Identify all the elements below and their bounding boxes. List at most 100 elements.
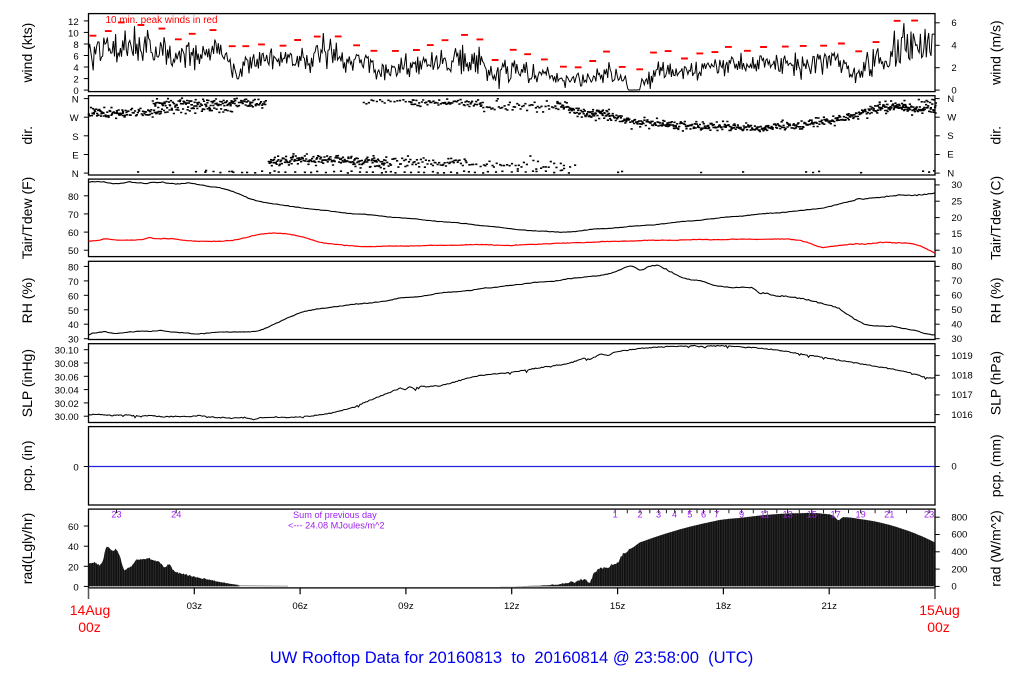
svg-text:30.08: 30.08	[55, 359, 79, 370]
svg-text:4: 4	[73, 63, 79, 74]
svg-text:0: 0	[951, 85, 956, 96]
svg-text:00z: 00z	[927, 619, 950, 635]
svg-text:1018: 1018	[951, 371, 972, 382]
svg-text:wind (kts): wind (kts)	[19, 23, 35, 84]
svg-text:30: 30	[68, 335, 79, 346]
svg-text:pcp. (mm): pcp. (mm)	[988, 434, 1004, 497]
svg-text:70: 70	[951, 276, 962, 287]
svg-text:13: 13	[782, 510, 792, 520]
svg-text:23: 23	[924, 510, 934, 520]
svg-text:03z: 03z	[187, 601, 203, 612]
svg-text:SLP (hPa): SLP (hPa)	[988, 351, 1004, 415]
svg-text:W: W	[947, 112, 957, 123]
svg-text:23: 23	[111, 510, 121, 520]
svg-text:30: 30	[951, 180, 962, 191]
svg-text:UW Rooftop Data for 20160813: UW Rooftop Data for 20160813 to 20160814…	[270, 648, 754, 667]
svg-text:40: 40	[68, 542, 79, 553]
svg-text:2: 2	[637, 510, 642, 520]
svg-text:5: 5	[687, 510, 692, 520]
svg-text:1016: 1016	[951, 410, 972, 421]
svg-text:50: 50	[68, 306, 79, 317]
svg-text:00z: 00z	[78, 619, 101, 635]
svg-text:60: 60	[951, 291, 962, 302]
svg-text:8: 8	[73, 40, 78, 51]
svg-text:N: N	[947, 168, 954, 179]
svg-text:dir.: dir.	[988, 126, 1004, 145]
svg-text:7: 7	[714, 510, 719, 520]
svg-text:1017: 1017	[951, 390, 972, 401]
svg-text:12: 12	[68, 17, 79, 28]
svg-text:200: 200	[951, 564, 967, 575]
svg-text:1019: 1019	[951, 351, 972, 362]
svg-text:E: E	[72, 151, 78, 162]
svg-text:N: N	[72, 169, 79, 180]
svg-text:6: 6	[951, 18, 956, 29]
svg-text:N: N	[947, 94, 954, 105]
svg-text:400: 400	[951, 547, 967, 558]
svg-text:25: 25	[951, 196, 962, 207]
svg-text:15z: 15z	[610, 601, 626, 612]
svg-text:0: 0	[73, 582, 78, 593]
svg-text:0: 0	[951, 462, 956, 473]
svg-text:14Aug: 14Aug	[70, 602, 110, 618]
svg-text:50: 50	[68, 246, 79, 257]
svg-text:60: 60	[68, 228, 79, 239]
svg-text:50: 50	[951, 305, 962, 316]
svg-text:9: 9	[739, 510, 744, 520]
svg-text:Tair/Tdew (C): Tair/Tdew (C)	[988, 176, 1004, 260]
svg-text:10 min. peak winds in red: 10 min. peak winds in red	[106, 15, 218, 26]
svg-text:6: 6	[701, 510, 706, 520]
svg-text:80: 80	[951, 262, 962, 273]
svg-text:4: 4	[951, 41, 957, 52]
svg-text:15: 15	[807, 510, 817, 520]
svg-text:21: 21	[884, 510, 894, 520]
svg-text:dir.: dir.	[19, 126, 35, 145]
svg-text:30: 30	[951, 334, 962, 345]
svg-text:20: 20	[951, 213, 962, 224]
svg-text:30.00: 30.00	[55, 412, 79, 423]
svg-text:3: 3	[656, 510, 661, 520]
svg-text:12z: 12z	[504, 601, 520, 612]
svg-text:E: E	[947, 150, 953, 161]
svg-text:0: 0	[73, 463, 78, 474]
svg-text:800: 800	[951, 512, 967, 523]
svg-text:600: 600	[951, 530, 967, 541]
svg-text:SLP (inHg): SLP (inHg)	[19, 349, 35, 417]
svg-text:Tair/Tdew (F): Tair/Tdew (F)	[19, 177, 35, 259]
svg-text:40: 40	[951, 319, 962, 330]
svg-text:0: 0	[951, 582, 956, 593]
svg-text:30.06: 30.06	[55, 372, 79, 383]
svg-text:18z: 18z	[716, 601, 732, 612]
svg-text:N: N	[72, 95, 79, 106]
svg-text:S: S	[72, 132, 78, 143]
svg-text:S: S	[947, 131, 953, 142]
svg-text:2: 2	[951, 63, 956, 74]
svg-text:09z: 09z	[398, 601, 414, 612]
svg-text:Sum of previous day: Sum of previous day	[293, 510, 377, 520]
svg-text:21z: 21z	[821, 601, 837, 612]
svg-text:11: 11	[760, 510, 770, 520]
svg-text:80: 80	[68, 192, 79, 203]
svg-text:rad (W/m^2): rad (W/m^2)	[988, 510, 1004, 587]
svg-text:10: 10	[951, 245, 962, 256]
svg-text:15Aug: 15Aug	[919, 602, 959, 618]
svg-text:30.10: 30.10	[55, 346, 79, 357]
svg-text:70: 70	[68, 210, 79, 221]
svg-text:pcp. (in): pcp. (in)	[19, 441, 35, 492]
svg-text:19: 19	[855, 510, 865, 520]
svg-text:6: 6	[73, 52, 78, 63]
svg-text:60: 60	[68, 291, 79, 302]
svg-text:20: 20	[68, 562, 79, 573]
svg-text:15: 15	[951, 229, 962, 240]
svg-text:40: 40	[68, 320, 79, 331]
svg-text:RH (%): RH (%)	[988, 277, 1004, 323]
svg-text:70: 70	[68, 277, 79, 288]
svg-text:0: 0	[73, 86, 78, 97]
svg-text:rad(Lgly/hr): rad(Lgly/hr)	[19, 513, 35, 585]
svg-text:wind (m/s): wind (m/s)	[988, 20, 1004, 86]
svg-text:4: 4	[672, 510, 677, 520]
svg-text:10: 10	[68, 28, 79, 39]
svg-text:W: W	[70, 113, 80, 124]
svg-text:30.04: 30.04	[55, 386, 80, 397]
svg-text:<--- 24.08 MJoules/m^2: <--- 24.08 MJoules/m^2	[288, 521, 384, 531]
